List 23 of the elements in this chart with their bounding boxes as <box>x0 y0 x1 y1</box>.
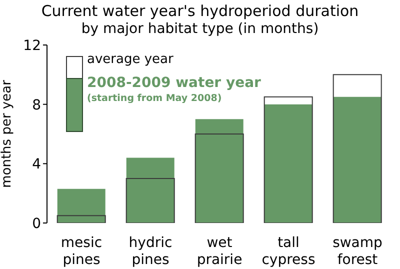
bar <box>126 178 175 223</box>
bar <box>194 134 244 223</box>
x-tick-label: hydric pines <box>128 235 172 268</box>
bar <box>333 96 382 223</box>
bar <box>57 188 106 223</box>
chart-subtitle: by major habitat type (in months) <box>80 21 320 37</box>
bar <box>56 215 106 223</box>
series-label: 2008-2009 water year <box>87 75 261 91</box>
y-axis-title: months per year <box>0 79 15 188</box>
x-tick-label: swamp forest <box>332 235 383 268</box>
bar <box>126 158 174 223</box>
y-tick-label: 0 <box>32 216 41 232</box>
x-tick-label: wet prairie <box>196 235 242 268</box>
legend-label: average year <box>87 52 174 67</box>
bar <box>195 119 244 223</box>
annotation: (starting from May 2008) <box>87 93 222 104</box>
y-tick-label: 12 <box>23 38 41 54</box>
x-tick-label: tall cypress <box>262 235 316 268</box>
x-tick-label: mesic pines <box>60 235 102 268</box>
y-tick-label: 8 <box>32 97 41 114</box>
bar <box>332 74 382 223</box>
y-tick-label: 4 <box>32 156 42 173</box>
chart-title: Current water year's hydroperiod duration <box>40 2 360 20</box>
